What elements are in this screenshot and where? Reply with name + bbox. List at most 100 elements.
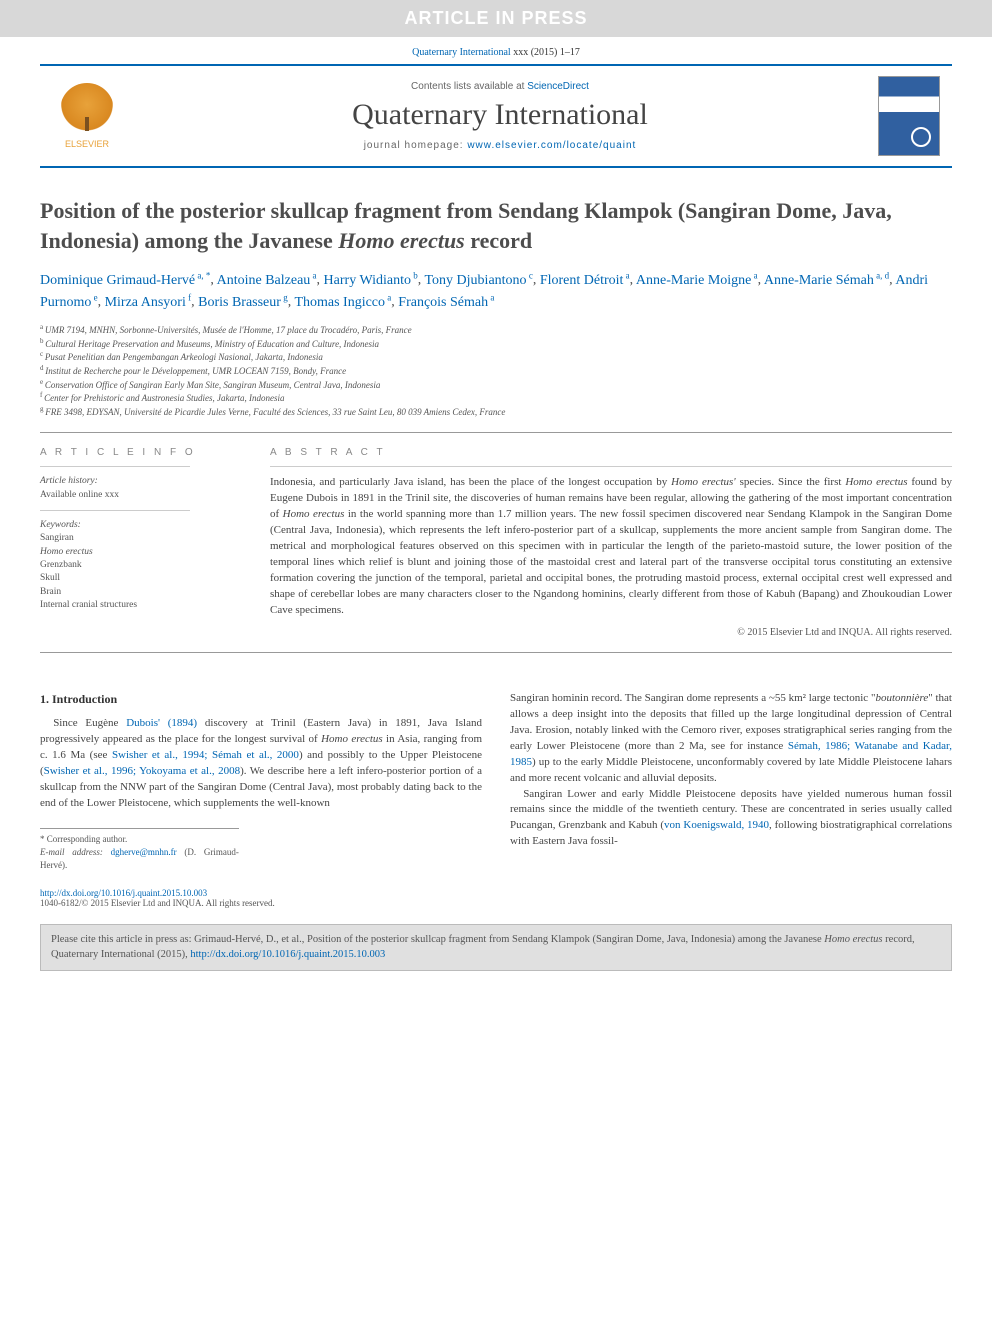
author-affil-sup: a	[385, 292, 391, 302]
contents-line: Contents lists available at ScienceDirec…	[122, 81, 878, 92]
affiliation-line: e Conservation Office of Sangiran Early …	[40, 378, 952, 392]
author: Anne-Marie Sémah a, d	[764, 273, 889, 288]
author-link[interactable]: Florent Détroit	[540, 273, 624, 288]
introduction-heading: 1. Introduction	[40, 691, 482, 708]
citation-box: Please cite this article in press as: Gr…	[40, 924, 952, 971]
intro-paragraph-2: Sangiran hominin record. The Sangiran do…	[510, 691, 952, 787]
abstract-text: Indonesia, and particularly Java island,…	[270, 475, 952, 618]
corresponding-author: * Corresponding author. E-mail address: …	[40, 828, 239, 872]
ref-link[interactable]: Dubois' (1894)	[126, 717, 197, 729]
keyword: Internal cranial structures	[40, 599, 240, 612]
author: Boris Brasseur g	[198, 295, 288, 310]
author-link[interactable]: Thomas Ingicco	[294, 295, 385, 310]
author: Anne-Marie Moigne a	[636, 273, 758, 288]
abstract-label: A B S T R A C T	[270, 447, 952, 458]
author-link[interactable]: François Sémah	[398, 295, 488, 310]
author-affil-sup: a	[623, 270, 629, 280]
history-line: Available online xxx	[40, 489, 240, 502]
author-affil-sup: a	[488, 292, 494, 302]
section-divider	[40, 652, 952, 653]
journal-ref-citation: xxx (2015) 1–17	[513, 47, 580, 58]
history-label: Article history:	[40, 475, 240, 488]
journal-title: Quaternary International	[122, 98, 878, 132]
author: Mirza Ansyori f	[105, 295, 192, 310]
journal-cover-thumb[interactable]	[878, 76, 940, 156]
article-info-label: A R T I C L E I N F O	[40, 447, 240, 458]
corresp-email-line: E-mail address: dgherve@mnhn.fr (D. Grim…	[40, 846, 239, 872]
keyword: Grenzbank	[40, 559, 240, 572]
banner-text: ARTICLE IN PRESS	[404, 8, 587, 28]
keyword: Sangiran	[40, 532, 240, 545]
header-center: Contents lists available at ScienceDirec…	[122, 81, 878, 151]
journal-header-box: ELSEVIER Contents lists available at Sci…	[40, 64, 952, 168]
author-link[interactable]: Boris Brasseur	[198, 295, 281, 310]
article-title: Position of the posterior skullcap fragm…	[40, 196, 952, 255]
affiliations: a UMR 7194, MNHN, Sorbonne-Universités, …	[40, 323, 952, 418]
doi-link[interactable]: http://dx.doi.org/10.1016/j.quaint.2015.…	[40, 888, 207, 898]
sciencedirect-link[interactable]: ScienceDirect	[527, 81, 589, 92]
author-link[interactable]: Mirza Ansyori	[105, 295, 186, 310]
author-link[interactable]: Anne-Marie Sémah	[764, 273, 874, 288]
affiliation-line: d Institut de Recherche pour le Développ…	[40, 364, 952, 378]
elsevier-logo[interactable]: ELSEVIER	[52, 83, 122, 149]
journal-reference-line: Quaternary International xxx (2015) 1–17	[0, 37, 992, 64]
author: Harry Widianto b	[324, 273, 418, 288]
author: Antoine Balzeau a	[217, 273, 317, 288]
article-info-column: A R T I C L E I N F O Article history: A…	[40, 447, 240, 637]
author-affil-sup: a, *	[195, 270, 210, 280]
keywords-block: Keywords: SangiranHomo erectusGrenzbankS…	[40, 519, 240, 612]
author-affil-sup: g	[281, 292, 288, 302]
author: Dominique Grimaud-Hervé a, *	[40, 273, 210, 288]
homepage-line: journal homepage: www.elsevier.com/locat…	[122, 140, 878, 151]
author-affil-sup: a, d	[874, 270, 889, 280]
author-affil-sup: a	[751, 270, 757, 280]
article-history: Article history: Available online xxx	[40, 475, 240, 502]
affiliation-line: b Cultural Heritage Preservation and Mus…	[40, 337, 952, 351]
author-affil-sup: b	[411, 270, 418, 280]
abstract-column: A B S T R A C T Indonesia, and particula…	[270, 447, 952, 637]
article-in-press-banner: ARTICLE IN PRESS	[0, 0, 992, 37]
citation-doi-link[interactable]: http://dx.doi.org/10.1016/j.quaint.2015.…	[190, 949, 385, 960]
journal-ref-link[interactable]: Quaternary International	[412, 47, 511, 58]
affiliation-line: a UMR 7194, MNHN, Sorbonne-Universités, …	[40, 323, 952, 337]
affiliation-line: c Pusat Penelitian dan Pengembangan Arke…	[40, 350, 952, 364]
keyword: Brain	[40, 586, 240, 599]
author-affil-sup: f	[186, 292, 191, 302]
mini-divider	[40, 510, 190, 511]
author: Tony Djubiantono c	[424, 273, 532, 288]
author-link[interactable]: Harry Widianto	[324, 273, 411, 288]
affiliation-line: g FRE 3498, EDYSAN, Université de Picard…	[40, 405, 952, 419]
author-link[interactable]: Tony Djubiantono	[424, 273, 526, 288]
elsevier-label: ELSEVIER	[65, 139, 109, 149]
intro-paragraph-1: Since Eugène Dubois' (1894) discovery at…	[40, 716, 482, 812]
keyword: Skull	[40, 572, 240, 585]
mini-divider	[270, 466, 952, 467]
info-abstract-row: A R T I C L E I N F O Article history: A…	[40, 447, 952, 637]
abstract-copyright: © 2015 Elsevier Ltd and INQUA. All right…	[270, 627, 952, 638]
introduction-columns: 1. Introduction Since Eugène Dubois' (18…	[40, 691, 952, 872]
ref-link[interactable]: von Koenigswald, 1940	[664, 819, 769, 831]
ref-link[interactable]: Swisher et al., 1994; Sémah et al., 2000	[112, 749, 299, 761]
author: Florent Détroit a	[540, 273, 630, 288]
ref-link[interactable]: Swisher et al., 1996; Yokoyama et al., 2…	[44, 765, 240, 777]
keywords-list: SangiranHomo erectusGrenzbankSkullBrainI…	[40, 532, 240, 612]
affiliation-line: f Center for Prehistoric and Austronesia…	[40, 391, 952, 405]
article-body: Position of the posterior skullcap fragm…	[0, 168, 992, 882]
intro-paragraph-3: Sangiran Lower and early Middle Pleistoc…	[510, 787, 952, 851]
author-affil-sup: c	[527, 270, 533, 280]
keywords-label: Keywords:	[40, 519, 240, 532]
author-affil-sup: a	[310, 270, 316, 280]
author-link[interactable]: Antoine Balzeau	[217, 273, 311, 288]
author-link[interactable]: Dominique Grimaud-Hervé	[40, 273, 195, 288]
author: Thomas Ingicco a	[294, 295, 391, 310]
mini-divider	[40, 466, 190, 467]
section-divider	[40, 432, 952, 433]
homepage-link[interactable]: www.elsevier.com/locate/quaint	[467, 140, 636, 151]
author-list: Dominique Grimaud-Hervé a, *, Antoine Ba…	[40, 269, 952, 313]
author-affil-sup: e	[91, 292, 97, 302]
author: François Sémah a	[398, 295, 494, 310]
author-link[interactable]: Anne-Marie Moigne	[636, 273, 751, 288]
corresp-email-link[interactable]: dgherve@mnhn.fr	[111, 847, 177, 857]
corresp-star: * Corresponding author.	[40, 833, 239, 846]
keyword: Homo erectus	[40, 546, 240, 559]
